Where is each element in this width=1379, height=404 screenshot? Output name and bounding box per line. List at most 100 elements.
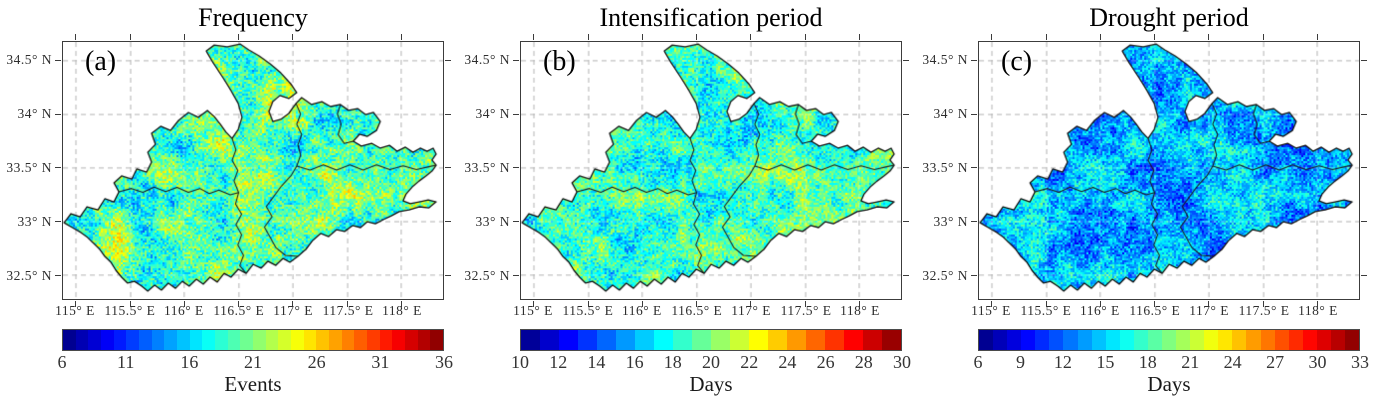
colorbar-segment (177, 330, 190, 350)
colorbar-segment (405, 330, 418, 350)
colorbar-tick-label: 26 (307, 352, 326, 372)
axis-tickmark (805, 34, 807, 40)
panel-title: Frequency (198, 3, 308, 32)
axis-tickmark (513, 167, 519, 169)
axis-tickmark (1099, 301, 1101, 307)
axis-tickmark (445, 60, 451, 62)
colorbar-segment (635, 330, 654, 350)
colorbar-segment (392, 330, 406, 350)
colorbar-segment (341, 330, 355, 350)
panel-title: Intensification period (599, 3, 823, 32)
colorbar-segment (75, 330, 89, 350)
latitude-tick-label: 34° N (475, 106, 510, 122)
axis-tickmark (1208, 301, 1210, 307)
longitude-tick-label: 115° E (513, 303, 553, 318)
latitude-tick-label: 34.5° N (6, 51, 52, 67)
axis-tickmark (971, 274, 977, 276)
axis-tickmark (445, 113, 451, 115)
longitude-tick-label: 115.5° E (104, 303, 156, 318)
colorbar-tick-label: 16 (180, 352, 199, 372)
axis-tickmark (1046, 301, 1048, 307)
colorbar-segment (1204, 330, 1219, 350)
colorbar-tick-label: 24 (1223, 352, 1242, 372)
colorbar-tick-label: 22 (740, 352, 759, 372)
colorbar-tick-label: 26 (816, 352, 835, 372)
colorbar-segment (882, 330, 901, 350)
colorbar-segment (806, 330, 825, 350)
axis-tickmark (55, 274, 61, 276)
longitude-tick-label: 117° E (1189, 303, 1229, 318)
colorbar-segment (692, 330, 711, 350)
axis-tickmark (445, 274, 451, 276)
colorbar (978, 329, 1360, 351)
colorbar (520, 329, 902, 351)
axis-tickmark (696, 34, 698, 40)
colorbar-segment (367, 330, 380, 350)
colorbar-segment (1232, 330, 1247, 350)
colorbar-segment (303, 330, 317, 350)
colorbar-segment (354, 330, 368, 350)
colorbar-segment (63, 330, 76, 350)
axis-tickmark (903, 274, 909, 276)
longitude-tick-label: 115.5° E (1020, 303, 1072, 318)
axis-tickmark (1046, 34, 1048, 40)
longitude-tick-label: 116° E (163, 303, 204, 318)
colorbar-segment (1021, 330, 1036, 350)
axis-tickmark (75, 34, 77, 40)
axis-tickmark (400, 301, 402, 307)
colorbar-segment (993, 330, 1008, 350)
latitude-tick-label: 34.5° N (922, 51, 968, 67)
axis-tickmark (238, 34, 240, 40)
axis-tickmark (641, 34, 643, 40)
axis-tickmark (130, 301, 132, 307)
colorbar-unit-label: Days (689, 372, 733, 396)
axis-tickmark (533, 301, 535, 307)
colorbar-tick-label: 6 (973, 352, 983, 372)
colorbar-segment (1246, 330, 1261, 350)
colorbar-tick-label: 10 (511, 352, 529, 372)
longitude-tick-label: 117.5° E (780, 303, 832, 318)
longitude-tick-label: 115.5° E (562, 303, 614, 318)
colorbar-tick-label: 21 (1181, 352, 1200, 372)
colorbar-tick-labels: 6 11 16 21 26 31 36 (58, 352, 454, 372)
colorbar-tick-label: 12 (549, 352, 568, 372)
colorbar-tick-label: 6 (57, 352, 67, 372)
axis-tickmark (1154, 301, 1156, 307)
axis-tickmark (513, 60, 519, 62)
colorbar-tick-label: 16 (625, 352, 644, 372)
axis-tickmark (588, 34, 590, 40)
latitude-tick-label: 33.5° N (6, 159, 52, 175)
basin-heatmap-canvas (979, 42, 1359, 299)
axis-tickmark (1263, 301, 1265, 307)
colorbar-tick-label: 27 (1266, 352, 1285, 372)
colorbar-segment (1316, 330, 1331, 350)
axis-tickmark (1361, 113, 1367, 115)
axis-tickmark (513, 274, 519, 276)
longitude-tick-label: 117.5° E (1238, 303, 1290, 318)
axis-tickmark (971, 60, 977, 62)
axis-tickmark (858, 301, 860, 307)
axis-tickmark (991, 34, 993, 40)
axis-tickmark (696, 301, 698, 307)
colorbar-segment (1077, 330, 1092, 350)
axis-tickmark (641, 301, 643, 307)
colorbar-segment (291, 330, 304, 350)
longitude-tick-label: 116° E (1079, 303, 1120, 318)
latitude-tick-label: 33.5° N (922, 159, 968, 175)
colorbar-segment (278, 330, 292, 350)
colorbar-segment (240, 330, 254, 350)
longitude-axis-labels: 115° E 115.5° E 116° E 116.5° E 117° E 117.5°… (513, 303, 902, 321)
colorbar-unit-label: Events (224, 372, 282, 396)
axis-tickmark (750, 301, 752, 307)
colorbar-segment (578, 330, 597, 350)
colorbar-segment (151, 330, 165, 350)
colorbar-tick-label: 28 (854, 352, 873, 372)
colorbar (62, 329, 444, 351)
axis-tickmark (55, 60, 61, 62)
axis-tickmark (1316, 301, 1318, 307)
colorbar-segment (844, 330, 863, 350)
colorbar-tick-label: 12 (1053, 352, 1072, 372)
axis-tickmark (347, 34, 349, 40)
axis-tickmark (292, 301, 294, 307)
